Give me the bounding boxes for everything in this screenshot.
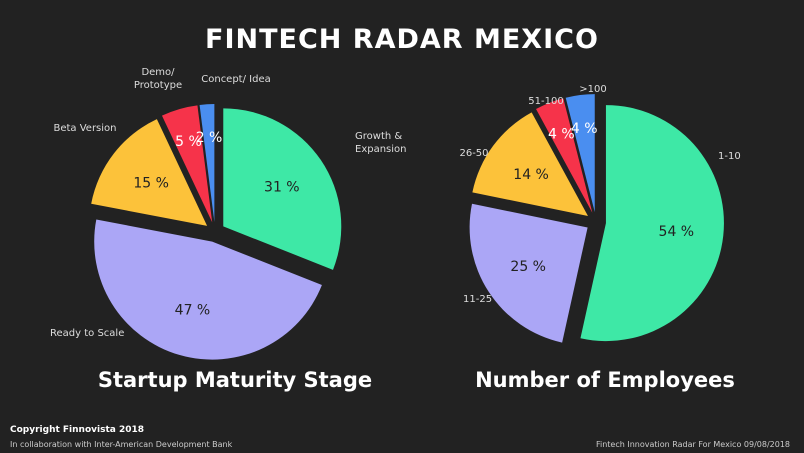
slice-value-label: 31 %	[264, 180, 300, 196]
slice-value-label: 5 %	[175, 134, 202, 150]
slice-category-label: 26-50	[459, 148, 488, 159]
slice-value-label: 4 %	[571, 121, 598, 137]
pie-chart-employees: 54 % 1-10 25 % 11-25 14 % 26-50 4 % 51-100 4 % >1…	[459, 84, 741, 343]
slice-category-label: Growth & Expansion	[355, 131, 407, 155]
pie-slice	[91, 119, 208, 226]
slice-category-label: Beta Version	[53, 123, 116, 134]
pie-slice	[565, 94, 595, 213]
pie-slice	[199, 104, 215, 223]
pie-slice	[580, 105, 724, 342]
chart-title-employees: Number of Employees	[475, 368, 735, 392]
copyright-text: Copyright Finnovista 2018	[10, 425, 145, 435]
slice-category-label: 11-25	[463, 294, 492, 305]
slice-value-label: 15 %	[133, 175, 169, 191]
slice-value-label: 2 %	[196, 130, 223, 146]
slice-category-label: Demo/Prototype	[134, 67, 182, 91]
pie-slice	[472, 112, 588, 217]
slice-value-label: 25 %	[510, 259, 546, 275]
slice-category-label: 51-100	[528, 96, 563, 107]
collaboration-text: In collaboration with Inter-American Dev…	[10, 440, 233, 449]
slice-value-label: 47 %	[175, 303, 211, 319]
pie-slice	[161, 105, 213, 223]
pie-chart-maturity: 31 % Growth & Expansion 47 % Ready to Scale 1…	[50, 67, 407, 360]
slice-value-label: 4 %	[548, 127, 575, 143]
slice-category-label: 1-10	[718, 151, 741, 162]
pie-slice	[94, 219, 322, 360]
slice-value-label: 14 %	[513, 167, 549, 183]
slice-category-label: >100	[579, 84, 606, 95]
slice-value-label: 54 %	[659, 224, 695, 240]
chart-title-maturity: Startup Maturity Stage	[97, 368, 373, 392]
pie-slice	[469, 203, 588, 343]
footer-source-text: Fintech Innovation Radar For Mexico 09/0…	[595, 440, 790, 449]
pie-slice	[536, 98, 593, 213]
slice-category-label: Ready to Scale	[50, 328, 124, 339]
slice-category-label: Concept/ Idea	[201, 74, 270, 85]
page-title: FINTECH RADAR MEXICO	[205, 24, 599, 55]
pie-slice	[223, 108, 342, 270]
